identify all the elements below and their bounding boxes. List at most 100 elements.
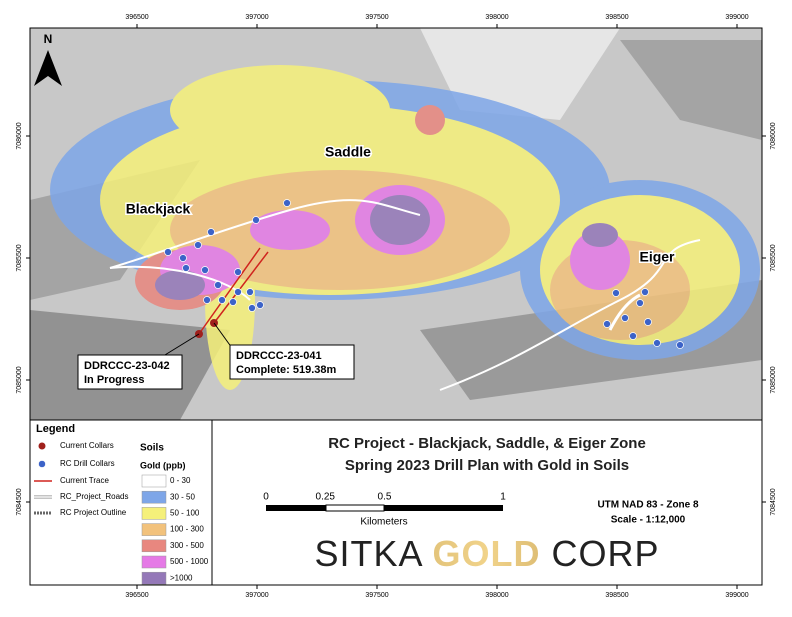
callout-name: DDRCCC-23-042 — [84, 360, 170, 372]
legend-item: RC_Project_Roads — [60, 492, 128, 501]
drill-collar — [179, 254, 187, 262]
scale-tick-label: 0.5 — [378, 492, 392, 503]
easting-label: 398000 — [485, 14, 508, 21]
scale: Scale - 1:12,000 — [611, 515, 686, 526]
callout: DDRCCC-23-041 Complete: 519.38m — [213, 322, 355, 380]
drill-collar — [676, 341, 684, 349]
easting-label: 398000 — [485, 592, 508, 599]
easting-label: 398500 — [605, 592, 628, 599]
legend-swatch — [141, 555, 167, 569]
drill-collar — [603, 320, 611, 328]
northing-label: 7086000 — [770, 122, 777, 149]
legend-swatch — [141, 490, 167, 504]
callout-status: In Progress — [84, 374, 145, 386]
legend-title: Legend — [36, 423, 75, 435]
coordinates: 396500 396500 397000 397000 397500 397500 3980… — [16, 14, 777, 599]
drill-collar — [234, 268, 242, 276]
legend-class: 300 - 500 — [170, 541, 204, 550]
logo-part: GOLD — [433, 533, 541, 574]
title-line: RC Project - Blackjack, Saddle, & Eiger … — [328, 435, 646, 452]
legend-class: >1000 — [170, 573, 193, 582]
drill-collar — [653, 339, 661, 347]
logo-part: SITKA — [314, 533, 422, 574]
scale-bar: 0 0.25 0.5 1 Kilometers — [263, 492, 506, 528]
legend-class: 0 - 30 — [170, 476, 191, 485]
callout-status: Complete: 519.38m — [236, 364, 336, 376]
logo: SITKA GOLD CORP — [314, 533, 659, 574]
drill-collar — [229, 298, 237, 306]
easting-label: 399000 — [725, 592, 748, 599]
drill-collar — [203, 296, 211, 304]
drill-collar — [207, 228, 215, 236]
northing-label: 7085500 — [770, 244, 777, 271]
drill-collar — [621, 314, 629, 322]
zone-label: Blackjack — [126, 201, 191, 217]
drill-collar — [636, 299, 644, 307]
legend-class: 30 - 50 — [170, 492, 195, 501]
easting-label: 397500 — [365, 592, 388, 599]
drill-collar — [283, 199, 291, 207]
legend-item: Current Trace — [60, 476, 109, 485]
callout: DDRCCC-23-042 In Progress — [77, 333, 200, 390]
drill-collar — [644, 318, 652, 326]
drill-collar — [248, 304, 256, 312]
map-frame: N Blackjack Saddle Eiger DDRCCC-23-042 I… — [30, 28, 762, 420]
drill-collars — [164, 199, 684, 349]
northing-label: 7084500 — [770, 488, 777, 515]
zone-label: Saddle — [325, 144, 371, 160]
scale-tick-label: 0 — [263, 492, 269, 503]
legend-item: Current Collars — [60, 441, 114, 450]
drill-collar — [182, 264, 190, 272]
zone-label: Eiger — [639, 249, 675, 265]
frame-border — [29, 27, 763, 586]
soils-unit: Gold (ppb) — [140, 460, 185, 470]
drill-collar — [218, 296, 226, 304]
soils-title: Soils — [140, 443, 164, 454]
drill-collar — [256, 301, 264, 309]
legend-item: RC Project Outline — [60, 508, 127, 517]
drill-collar — [641, 288, 649, 296]
drill-collar — [234, 288, 242, 296]
legend-class: 500 - 1000 — [170, 557, 209, 566]
drill-collar — [164, 248, 172, 256]
callout-name: DDRCCC-23-041 — [236, 350, 322, 362]
logo-part: CORP — [552, 533, 660, 574]
scale-tick-label: 1 — [500, 492, 506, 503]
legend-item: RC Drill Collars — [60, 459, 115, 468]
easting-label: 397000 — [245, 14, 268, 21]
drill-collar — [194, 241, 202, 249]
easting-label: 396500 — [125, 14, 148, 21]
legend-swatch — [141, 474, 167, 488]
drill-collar — [612, 289, 620, 297]
legend-swatch — [141, 523, 167, 536]
scale-tick-label: 0.25 — [316, 492, 336, 503]
legend-class: 100 - 300 — [170, 525, 204, 534]
easting-label: 399000 — [725, 14, 748, 21]
drill-collar — [201, 266, 209, 274]
legend-swatch — [141, 571, 167, 585]
drill-collar — [246, 288, 254, 296]
easting-label: 398500 — [605, 14, 628, 21]
drill-collar — [214, 281, 222, 289]
northing-label: 7086000 — [16, 122, 23, 149]
legend: Legend Current Collars RC Drill Collars … — [34, 423, 209, 585]
scale-unit: Kilometers — [360, 517, 407, 528]
title-line: Spring 2023 Drill Plan with Gold in Soil… — [345, 457, 629, 474]
north-arrow: N — [34, 32, 62, 86]
northing-label: 7085500 — [16, 244, 23, 271]
projection: UTM NAD 83 - Zone 8 — [597, 500, 699, 511]
drill-collar — [252, 216, 260, 224]
legend-swatch — [141, 507, 167, 520]
easting-label: 397500 — [365, 14, 388, 21]
north-label: N — [44, 32, 53, 46]
northing-label: 7085000 — [770, 366, 777, 393]
easting-label: 396500 — [125, 592, 148, 599]
legend-class: 50 - 100 — [170, 509, 200, 518]
northing-label: 7084500 — [16, 488, 23, 515]
legend-swatch — [141, 539, 167, 553]
easting-label: 397000 — [245, 592, 268, 599]
soil-anomalies — [50, 65, 760, 390]
northing-label: 7085000 — [16, 366, 23, 393]
drill-collar — [629, 332, 637, 340]
